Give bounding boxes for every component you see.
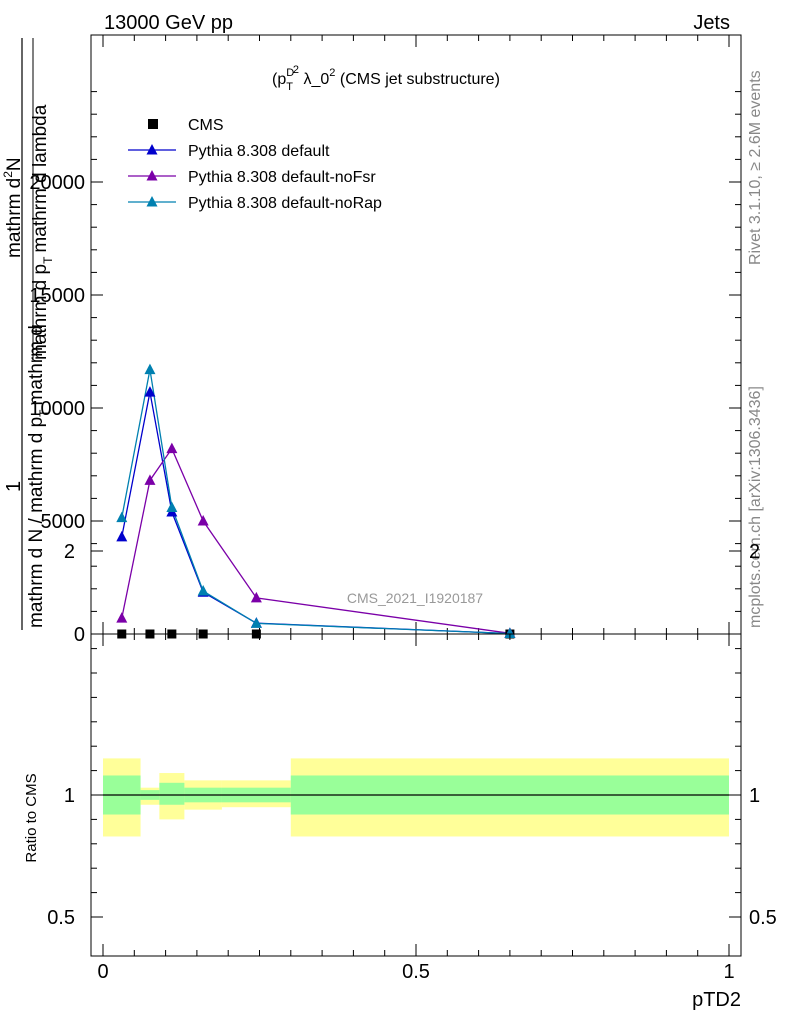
ratio-y-tick-label: 1 [64,785,75,807]
title-sup1: D [286,67,294,79]
ratio-y-tick-label: 2 [64,541,75,563]
mc-point-3 [504,627,516,639]
legend: CMS Pythia 8.308 default Pythia 8.308 defa… [128,117,382,212]
legend-marker [146,170,158,181]
y-axis-label: 1 mathrm d N / mathrm d pTmathrm d mathr… [1,38,55,630]
legend-label: Pythia 8.308 default [188,143,330,160]
mc-point-2 [250,591,262,603]
mc-point-1 [116,530,128,542]
legend-marker [146,144,158,155]
title-part-c: (CMS jet substructure) [335,71,499,88]
ylabel-numerator-den-a: mathrm d p [30,264,51,360]
header-right: Jets [693,12,730,34]
ylabel-denominator-sub: T [37,409,51,417]
title-part-a: (p [272,71,286,88]
ratio-y-tick-label: 0.5 [47,907,75,929]
x-tick-label: 0.5 [402,961,430,983]
ylabel-one: 1 [3,481,25,492]
mc-point-3 [197,585,209,596]
ylabel-numerator-den-b: mathrm d lambda [30,104,51,252]
ylabel-numerator-b: N [4,157,25,171]
main-plot-ticks: 0 5000 10000 15000 20000 [29,35,741,646]
ratio-y-tick-label-right: 0.5 [749,907,777,929]
legend-marker [146,196,158,207]
ratio-inner-band [159,782,185,805]
ylabel-numerator-den: mathrm d pTmathrm d lambda [30,104,55,360]
mc-point-3 [250,617,262,628]
ratio-ylabel: Ratio to CMS [23,773,40,862]
mc-point-1 [144,386,156,397]
mc-point-2 [144,474,156,485]
y-tick-label: 0 [74,624,85,646]
series-line-2 [121,447,510,634]
y-tick-label: 20000 [29,172,85,194]
title-part-b: λ_0 [299,71,329,88]
mc-point-2 [197,515,209,526]
legend-label: Pythia 8.308 default-noFsr [188,169,376,186]
ylabel-numerator-a: mathrm d [4,178,25,258]
mc-point-3 [116,511,128,523]
legend-label: Pythia 8.308 default-noRap [188,195,382,212]
mcplots-label: mcplots.cern.ch [arXiv:1306.3436] [747,386,764,628]
legend-label: CMS [188,117,224,134]
x-tick-label: 0 [97,961,108,983]
ylabel-denominator-b: mathrm d [26,325,47,405]
ylabel-numerator-sup: 2 [1,171,15,178]
y-tick-label: 5000 [41,511,86,533]
plot-title: (pD T2 λ_02 (CMS jet substructure) [272,64,500,93]
y-tick-label: 15000 [29,285,85,307]
rivet-label: Rivet 3.1.10, ≥ 2.6M events [747,70,764,265]
analysis-watermark: CMS_2021_I1920187 [347,590,483,606]
ylabel-numerator-den-sub: T [41,256,55,264]
series-line-3 [121,369,510,635]
ratio-plot-panel: 0.5 0.5 1 1 2 2 0 0.5 1 Ratio to CMS pTD2 [23,541,777,1011]
ratio-bands [103,758,729,837]
mc-point-3 [144,363,156,375]
y-tick-label: 10000 [29,398,85,420]
mc-point-3 [166,501,178,512]
ylabel-denominator: mathrm d N / mathrm d pTmathrm d [26,325,51,628]
header-left: 13000 GeV pp [104,12,233,34]
ratio-y-tick-label-right: 2 [749,541,760,563]
ylabel-numerator: mathrm d2N [1,157,25,258]
ratio-plot-ticks: 0.5 0.5 1 1 2 2 0 0.5 1 [47,541,777,983]
ratio-y-tick-label-right: 1 [749,785,760,807]
ylabel-denominator-a: mathrm d N / mathrm d p [26,417,47,628]
mc-point-2 [166,442,178,454]
x-tick-label: 1 [723,961,734,983]
legend-marker-cms [148,119,158,129]
x-axis-label: pTD2 [692,989,741,1011]
title-sup3: 2 [329,67,335,79]
title-sub1: T [286,81,293,93]
mc-point-2 [116,612,128,623]
title-sup2: 2 [293,64,299,76]
